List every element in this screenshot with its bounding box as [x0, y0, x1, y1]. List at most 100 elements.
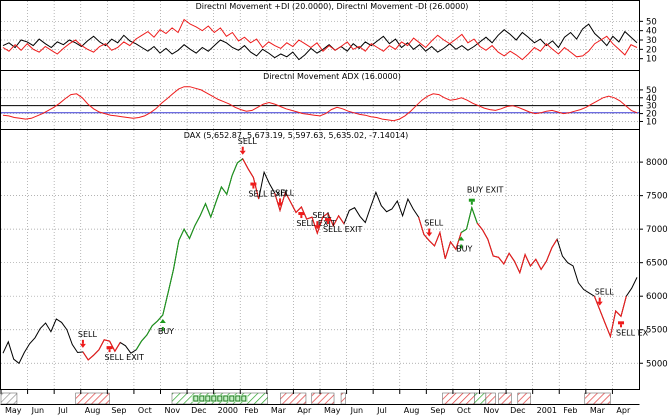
- y-tick-label: 50: [646, 86, 657, 96]
- x-tick-label: Mar: [271, 406, 287, 415]
- signal-label: SELL: [424, 219, 444, 228]
- signal-exit-bar: [468, 198, 475, 202]
- y-tick-label: 40: [646, 94, 657, 104]
- signal-exit-bar: [324, 218, 331, 222]
- signal-arrow-head: [314, 225, 321, 230]
- x-tick-label: Nov: [165, 406, 181, 415]
- strip-band-hatch-red: [75, 392, 110, 405]
- minus-di-line: [2, 18, 638, 61]
- signal-exit-stem: [300, 215, 303, 219]
- signal-arrow-shaft: [428, 228, 431, 233]
- y-tick-label: 5500: [646, 326, 668, 336]
- signal-label: SELL EXIT: [105, 353, 144, 362]
- y-tick-label: 5000: [646, 359, 668, 369]
- signal-sell: SELL: [275, 188, 295, 207]
- strip-band-hatch-red: [442, 392, 475, 405]
- plot-layer: [1, 18, 639, 365]
- signal-label: SELL: [238, 137, 258, 146]
- x-tick-label: Jun: [350, 406, 364, 415]
- signal-label: SELL EXIT: [323, 225, 362, 234]
- adx-line: [2, 86, 638, 122]
- signal-label: SELL EX: [616, 328, 649, 337]
- x-tick-label: Dec: [191, 406, 206, 415]
- signal-arrow-head: [426, 232, 433, 237]
- strip-dot: [223, 395, 229, 402]
- dax-buy-segment: [460, 205, 478, 233]
- y-tick-label: 8000: [646, 158, 668, 168]
- signal-strip: [0, 392, 611, 405]
- y-tick-label: 30: [646, 102, 657, 112]
- x-tick-label: Jul: [57, 406, 68, 415]
- plus-di-line: [2, 23, 638, 61]
- signal-arrow-head: [596, 301, 603, 306]
- dax-sell-segment: [82, 339, 121, 361]
- signal-label: SELL EXIT: [296, 219, 335, 228]
- signal-exit-sell: SELL EXIT: [296, 212, 336, 228]
- y-tick-label: 7500: [646, 192, 668, 202]
- x-tick-label: Feb: [244, 406, 258, 415]
- signal-buy: BUY: [158, 318, 174, 336]
- x-tick-label: Oct: [457, 406, 471, 415]
- signal-sell: SELL: [78, 330, 98, 348]
- signal-label: SELL: [312, 211, 332, 220]
- strip-band-hatch-red: [517, 392, 531, 405]
- x-tick-label: Apr: [616, 406, 631, 415]
- x-tick-label: May: [324, 406, 341, 415]
- signal-sell: SELL: [424, 219, 444, 237]
- signal-exit-bar: [106, 346, 113, 350]
- strip-band-hatch-red: [340, 392, 346, 405]
- x-tick-label: Nov: [484, 406, 500, 415]
- signal-exit-buy: BUY EXIT: [467, 186, 504, 205]
- x-tick-label: Sep: [430, 406, 445, 415]
- signal-label: SELL: [78, 330, 98, 339]
- signal-exit-bar: [298, 212, 305, 216]
- strip-dot: [235, 395, 241, 402]
- strip-dot: [241, 395, 247, 402]
- grid-layer: [1, 1, 639, 389]
- y-tick-label: 6500: [646, 259, 668, 269]
- dax-sell-segment: [418, 216, 462, 259]
- signal-arrow-head: [458, 236, 465, 241]
- x-tick-label: Mar: [590, 406, 606, 415]
- y-tick-label: 10: [646, 55, 657, 65]
- dax-sell-segment: [476, 222, 558, 275]
- strip-dot: [229, 395, 235, 402]
- strip-band-hatch-green: [474, 392, 487, 405]
- y-tick-label: 7000: [646, 225, 668, 235]
- signal-label: SELL EXIT: [248, 190, 287, 199]
- strip-band-hatch-red: [584, 392, 611, 405]
- y-tick-label: 6000: [646, 292, 668, 302]
- di-panel-title: Directnl Movement +DI (20.0000), Directn…: [196, 2, 469, 11]
- signal-exit-sell: SELL EXIT: [323, 218, 362, 234]
- signal-arrow-shaft: [316, 221, 319, 226]
- price-panel-title: DAX (5,652.87, 5,673.19, 5,597.63, 5,635…: [184, 131, 409, 140]
- y-tick-label: 20: [646, 110, 657, 120]
- signal-exit-stem: [620, 324, 623, 328]
- x-tick-label: Aug: [85, 406, 101, 415]
- y-tick-label: 50: [646, 17, 657, 27]
- x-tick-label: Oct: [138, 406, 152, 415]
- signal-arrow-head: [277, 202, 284, 207]
- signal-sell: SELL: [312, 211, 332, 230]
- strip-band-hatch: [0, 392, 18, 405]
- signal-sell: SELL: [238, 137, 258, 155]
- strip-band-hatch-red: [498, 392, 512, 405]
- signal-exit-bar: [250, 182, 257, 186]
- signal-sell: SELL: [595, 288, 614, 306]
- strip-band-hatch-red: [311, 392, 335, 405]
- y-tick-label: 20: [646, 45, 657, 55]
- signal-label: BUY: [456, 245, 472, 254]
- signal-exit-stem: [326, 221, 329, 225]
- y-tick-label: 10: [646, 117, 657, 127]
- signal-exit-sell: SELL EXIT: [105, 346, 144, 362]
- signal-exit-stem: [470, 201, 473, 205]
- dax-buy-segment: [135, 158, 244, 351]
- x-tick-label: Apr: [297, 406, 312, 415]
- signal-label: BUY: [158, 327, 174, 336]
- signal-exit-sell: SELL EXIT: [248, 182, 288, 199]
- y-tick-label: 40: [646, 27, 657, 37]
- signal-label: BUY EXIT: [467, 186, 504, 195]
- strip-band-hatch-red: [485, 392, 496, 405]
